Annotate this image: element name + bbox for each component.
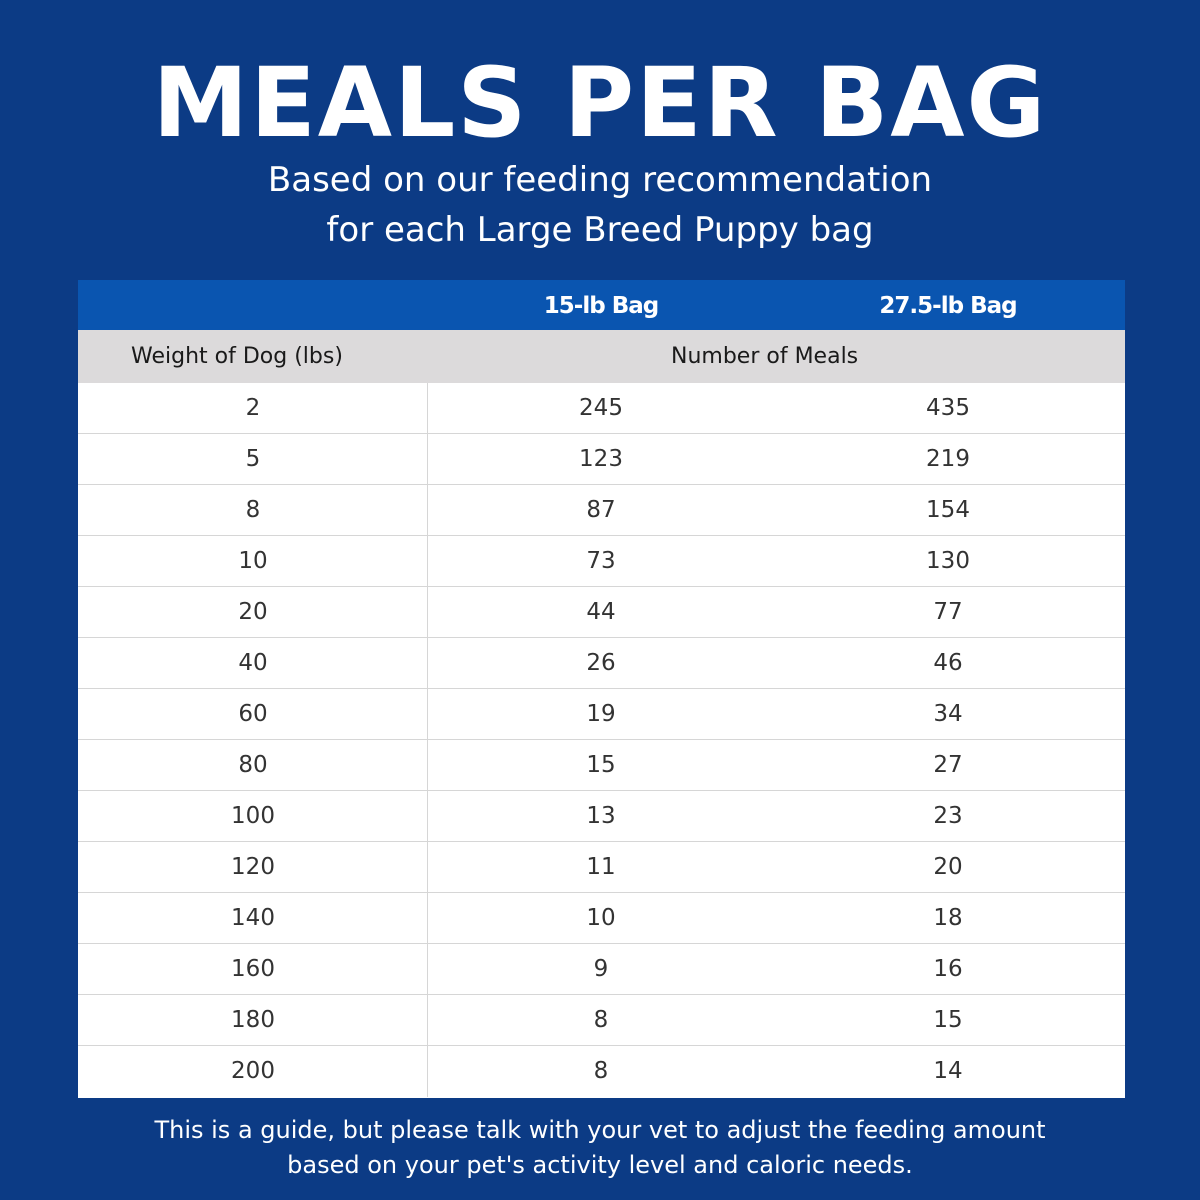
weight-cell: 80	[238, 752, 268, 778]
meals-27-5lb-cell: 219	[926, 446, 970, 472]
table-row: 140 10 18	[78, 893, 1125, 944]
header-15lb-bag: 15-lb Bag	[543, 293, 659, 319]
meals-15lb-cell: 26	[586, 650, 616, 676]
meals-15lb-cell: 11	[586, 854, 616, 880]
meals-27-5lb-cell: 130	[926, 548, 970, 574]
column-header-row: Weight of Dog (lbs) Number of Meals	[78, 330, 1125, 383]
meals-15lb-cell: 13	[586, 803, 616, 829]
table-row: 8 87 154	[78, 485, 1125, 536]
meals-15lb-cell: 9	[593, 956, 609, 982]
meals-15lb-cell: 245	[579, 395, 623, 421]
meals-27-5lb-cell: 435	[926, 395, 970, 421]
page-title: MEALS PER BAG	[152, 47, 1048, 159]
footnote: based on your pet's activity level and c…	[287, 1151, 913, 1179]
table-row: 5 123 219	[78, 434, 1125, 485]
weight-cell: 140	[231, 905, 275, 931]
meals-15lb-cell: 73	[586, 548, 616, 574]
weight-cell: 5	[245, 446, 261, 472]
subtitle: for each Large Breed Puppy bag	[326, 210, 874, 250]
meals-27-5lb-cell: 154	[926, 497, 970, 523]
weight-cell: 180	[231, 1007, 275, 1033]
table-row: 120 11 20	[78, 842, 1125, 893]
bag-header-row: 15-lb Bag 27.5-lb Bag	[78, 280, 1125, 330]
meals-27-5lb-cell: 34	[933, 701, 963, 727]
table-row: 100 13 23	[78, 791, 1125, 842]
column-divider	[427, 383, 428, 1097]
meals-15lb-cell: 15	[586, 752, 616, 778]
footnote: This is a guide, but please talk with yo…	[154, 1116, 1046, 1144]
table-row: 2 245 435	[78, 383, 1125, 434]
meals-15lb-cell: 123	[579, 446, 623, 472]
meals-27-5lb-cell: 14	[933, 1058, 963, 1084]
table-row: 20 44 77	[78, 587, 1125, 638]
meals-27-5lb-cell: 23	[933, 803, 963, 829]
table-row: 180 8 15	[78, 995, 1125, 1046]
meals-27-5lb-cell: 77	[933, 599, 963, 625]
table-body: 2 245 435 5 123 219 8 87 154 10 73 130 20 44 77 40 26 46 6…	[78, 383, 1125, 1097]
weight-cell: 160	[231, 956, 275, 982]
weight-cell: 10	[238, 548, 268, 574]
weight-cell: 60	[238, 701, 268, 727]
meals-27-5lb-cell: 18	[933, 905, 963, 931]
table-row: 160 9 16	[78, 944, 1125, 995]
table-row: 40 26 46	[78, 638, 1125, 689]
weight-cell: 120	[231, 854, 275, 880]
weight-header: Weight of Dog (lbs)	[131, 344, 343, 369]
meals-header: Number of Meals	[671, 344, 859, 369]
weight-cell: 100	[231, 803, 275, 829]
weight-cell: 200	[231, 1058, 275, 1084]
meals-15lb-cell: 87	[586, 497, 616, 523]
meals-27-5lb-cell: 20	[933, 854, 963, 880]
table-row: 200 8 14	[78, 1046, 1125, 1097]
weight-cell: 20	[238, 599, 268, 625]
meals-27-5lb-cell: 27	[933, 752, 963, 778]
weight-cell: 2	[245, 395, 261, 421]
meals-15lb-cell: 8	[593, 1007, 609, 1033]
table-row: 60 19 34	[78, 689, 1125, 740]
table-row: 80 15 27	[78, 740, 1125, 791]
meals-27-5lb-cell: 15	[933, 1007, 963, 1033]
weight-cell: 40	[238, 650, 268, 676]
meals-table: 15-lb Bag 27.5-lb Bag Weight of Dog (lbs…	[78, 280, 1125, 1098]
table-row: 10 73 130	[78, 536, 1125, 587]
meals-15lb-cell: 8	[593, 1058, 609, 1084]
meals-15lb-cell: 44	[586, 599, 616, 625]
meals-15lb-cell: 19	[586, 701, 616, 727]
meals-15lb-cell: 10	[586, 905, 616, 931]
meals-27-5lb-cell: 46	[933, 650, 963, 676]
weight-cell: 8	[245, 497, 261, 523]
subtitle: Based on our feeding recommendation	[267, 160, 933, 200]
meals-27-5lb-cell: 16	[933, 956, 963, 982]
header-27-5lb-bag: 27.5-lb Bag	[879, 293, 1017, 319]
